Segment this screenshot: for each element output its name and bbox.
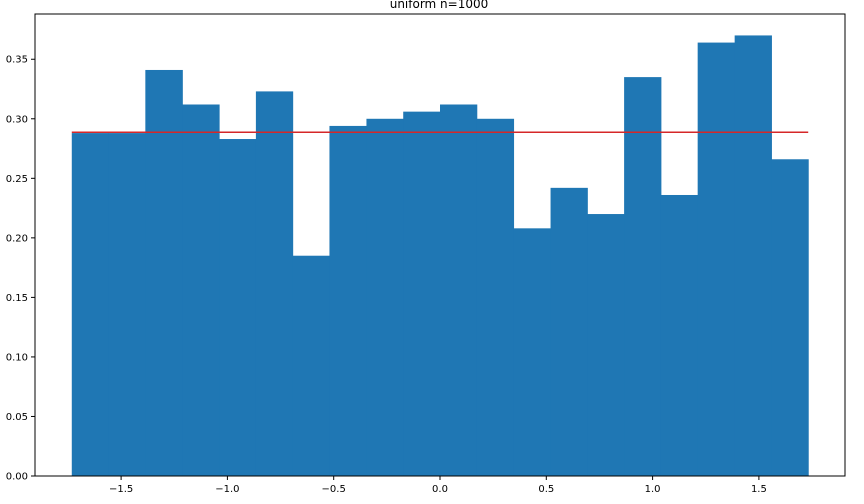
plot-frame bbox=[34, 13, 846, 477]
histogram-bar-3 bbox=[182, 104, 220, 476]
histogram-bar-12 bbox=[513, 228, 552, 476]
histogram-bar-17 bbox=[697, 42, 736, 476]
x-tick-label: 1.0 bbox=[645, 484, 661, 495]
histogram-bar-8 bbox=[366, 118, 404, 476]
histogram-bar-11 bbox=[476, 118, 515, 476]
histogram-bar-7 bbox=[329, 125, 367, 477]
y-axis: 0.00 0.05 0.10 0.15 0.20 0.25 0.30 0.35 bbox=[6, 55, 35, 483]
histogram-bar-10 bbox=[440, 104, 478, 476]
histogram-bar-19 bbox=[771, 159, 809, 476]
chart-title: uniform n=1000 bbox=[390, 0, 489, 11]
y-tick-label: 0.05 bbox=[6, 412, 28, 423]
y-tick-label: 0.00 bbox=[6, 472, 28, 483]
histogram-bar-14 bbox=[587, 214, 625, 476]
x-tick-label: −1.0 bbox=[215, 484, 239, 495]
histogram-bar-16 bbox=[660, 194, 699, 476]
histogram-bar-2 bbox=[145, 69, 183, 476]
x-tick-label: −0.5 bbox=[322, 484, 346, 495]
histogram-bar-9 bbox=[403, 111, 441, 477]
histogram-bar-5 bbox=[255, 91, 294, 476]
y-tick-label: 0.35 bbox=[6, 55, 28, 66]
x-axis: −1.5 −1.0 −0.5 0.0 0.5 1.0 1.5 bbox=[109, 476, 767, 495]
histogram-bar-15 bbox=[624, 77, 662, 476]
y-tick-label: 0.20 bbox=[6, 233, 28, 244]
y-tick-label: 0.30 bbox=[6, 114, 28, 125]
x-tick-label: −1.5 bbox=[109, 484, 133, 495]
y-tick-label: 0.25 bbox=[6, 174, 28, 185]
x-tick-label: 0.5 bbox=[538, 484, 554, 495]
histogram-bar-6 bbox=[292, 255, 330, 476]
histogram-bar-13 bbox=[550, 187, 588, 476]
histogram-bar-0 bbox=[71, 133, 110, 477]
histogram-bar-4 bbox=[219, 139, 257, 477]
bars-group bbox=[71, 35, 809, 477]
x-tick-label: 1.5 bbox=[751, 484, 767, 495]
histogram-bar-1 bbox=[108, 133, 146, 477]
x-tick-label: 0.0 bbox=[432, 484, 448, 495]
histogram-bar-18 bbox=[734, 35, 772, 477]
y-tick-label: 0.15 bbox=[6, 293, 28, 304]
y-tick-label: 0.10 bbox=[6, 352, 28, 363]
